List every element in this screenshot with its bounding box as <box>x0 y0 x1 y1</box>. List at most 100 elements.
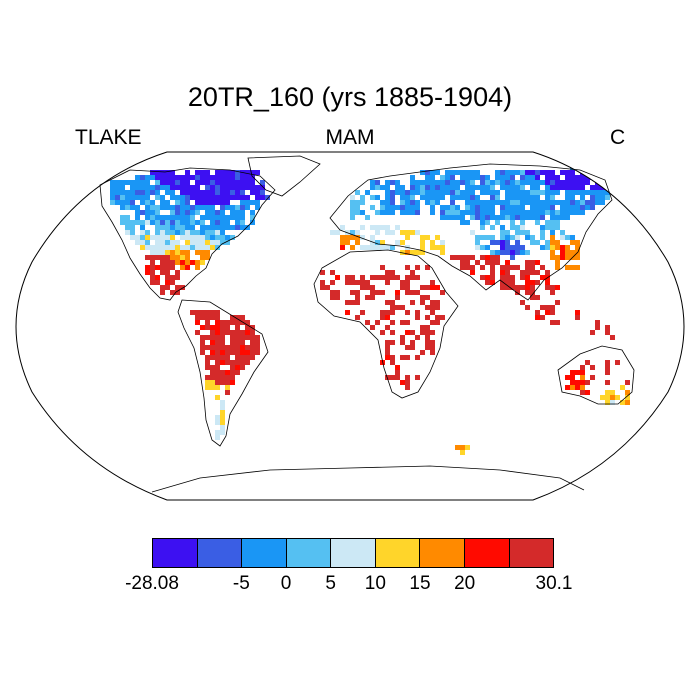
data-cell <box>130 185 135 190</box>
data-cell <box>365 190 370 195</box>
data-cell <box>175 185 180 190</box>
data-cell <box>585 390 590 395</box>
data-cell <box>250 175 255 180</box>
data-cell <box>235 215 240 220</box>
data-cell <box>170 235 175 240</box>
data-cell <box>485 180 490 185</box>
data-cell <box>170 170 175 175</box>
data-cell <box>240 220 245 225</box>
data-cell <box>395 225 400 230</box>
data-cell <box>565 185 570 190</box>
data-cell <box>490 195 495 200</box>
data-cell <box>380 265 385 270</box>
data-cell <box>155 275 160 280</box>
data-cell <box>515 250 520 255</box>
data-cell <box>400 305 405 310</box>
data-cell <box>535 190 540 195</box>
data-cell <box>250 185 255 190</box>
data-cell <box>410 345 415 350</box>
data-cell <box>380 225 385 230</box>
data-cell <box>370 225 375 230</box>
data-cell <box>430 245 435 250</box>
data-cell <box>510 250 515 255</box>
data-cell <box>210 345 215 350</box>
data-cell <box>565 175 570 180</box>
data-cell <box>120 215 125 220</box>
data-cell <box>445 210 450 215</box>
data-cell <box>485 280 490 285</box>
data-cell <box>230 180 235 185</box>
data-cell <box>505 190 510 195</box>
data-cell <box>165 250 170 255</box>
data-cell <box>605 190 610 195</box>
data-cell <box>135 215 140 220</box>
data-cell <box>530 185 535 190</box>
data-cell <box>525 180 530 185</box>
data-cell <box>170 240 175 245</box>
data-cell <box>485 215 490 220</box>
colorbar-swatch <box>331 539 376 567</box>
data-cell <box>535 195 540 200</box>
data-cell <box>550 205 555 210</box>
data-cell <box>485 245 490 250</box>
data-cell <box>180 210 185 215</box>
data-cell <box>535 215 540 220</box>
data-cell <box>230 210 235 215</box>
data-cell <box>125 190 130 195</box>
data-cell <box>250 340 255 345</box>
data-cell <box>460 175 465 180</box>
data-cell <box>515 215 520 220</box>
data-cell <box>480 225 485 230</box>
data-cell <box>170 215 175 220</box>
data-cell <box>210 385 215 390</box>
data-cell <box>580 370 585 375</box>
data-cell <box>485 175 490 180</box>
data-cell <box>330 230 335 235</box>
data-cell <box>450 190 455 195</box>
data-cell <box>575 315 580 320</box>
data-cell <box>345 235 350 240</box>
data-cell <box>495 190 500 195</box>
data-cell <box>500 285 505 290</box>
data-cell <box>575 190 580 195</box>
data-cell <box>150 185 155 190</box>
data-cell <box>175 205 180 210</box>
data-cell <box>245 195 250 200</box>
data-cell <box>440 180 445 185</box>
data-cell <box>145 265 150 270</box>
data-cell <box>225 215 230 220</box>
data-cell <box>205 200 210 205</box>
data-cell <box>245 355 250 360</box>
data-cell <box>120 220 125 225</box>
data-cell <box>540 265 545 270</box>
data-cell <box>220 325 225 330</box>
data-cell <box>500 170 505 175</box>
data-cell <box>370 295 375 300</box>
data-cell <box>330 295 335 300</box>
data-cell <box>560 170 565 175</box>
data-cell <box>575 175 580 180</box>
data-cell <box>155 240 160 245</box>
data-cell <box>575 255 580 260</box>
data-cell <box>375 320 380 325</box>
data-cell <box>235 210 240 215</box>
data-cell <box>355 210 360 215</box>
data-cell <box>250 200 255 205</box>
data-cell <box>435 320 440 325</box>
data-cell <box>395 180 400 185</box>
data-cell <box>350 280 355 285</box>
data-cell <box>545 190 550 195</box>
data-cell <box>350 195 355 200</box>
data-cell <box>350 205 355 210</box>
data-cell <box>405 345 410 350</box>
data-cell <box>525 290 530 295</box>
data-cell <box>360 245 365 250</box>
data-cell <box>520 300 525 305</box>
data-cell <box>415 205 420 210</box>
data-cell <box>380 330 385 335</box>
data-cell <box>190 310 195 315</box>
data-cell <box>255 350 260 355</box>
data-cell <box>475 170 480 175</box>
data-cell <box>230 215 235 220</box>
data-cell <box>570 250 575 255</box>
